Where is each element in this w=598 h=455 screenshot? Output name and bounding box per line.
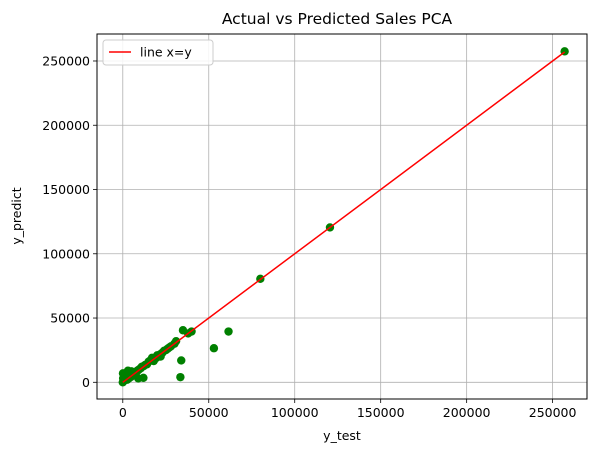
axes: 0 50000 100000 150000 200000 250000 0 50000 1000… — [42, 53, 576, 420]
y-tick-label: 250000 — [42, 53, 90, 68]
legend-box — [102, 39, 214, 66]
legend-label: line x=y — [140, 45, 192, 60]
x-tick-label: 150000 — [357, 405, 405, 420]
y-tick-label: 200000 — [42, 118, 90, 133]
grid-lines — [97, 34, 587, 399]
x-tick-label: 0 — [119, 405, 127, 420]
y-tick-label: 50000 — [50, 311, 90, 326]
x-tick-label: 250000 — [529, 405, 577, 420]
scatter-point — [176, 372, 185, 382]
y-tick-label: 0 — [82, 375, 90, 390]
scatter-point — [156, 352, 165, 361]
chart-title: Actual vs Predicted Sales PCA — [222, 10, 453, 28]
scatter-point — [178, 326, 188, 335]
x-axis-label: y_test — [323, 428, 361, 443]
x-tick-label: 50000 — [189, 405, 229, 420]
scatter-point — [224, 327, 233, 336]
plot-area — [118, 47, 569, 387]
scatter-point — [149, 356, 158, 366]
scatter-point — [177, 356, 186, 365]
scatter-point — [209, 344, 219, 353]
y-tick-label: 150000 — [42, 182, 90, 197]
y-tick-label: 100000 — [42, 246, 90, 261]
scatter-point — [123, 366, 133, 375]
x-tick-label: 100000 — [271, 405, 319, 420]
plot-frame — [96, 33, 588, 400]
x-tick-label: 200000 — [443, 405, 491, 420]
identity-line — [122, 51, 566, 383]
y-axis-label: y_predict — [9, 187, 24, 244]
legend: line x=y — [102, 39, 214, 66]
scatter-point — [134, 374, 143, 383]
